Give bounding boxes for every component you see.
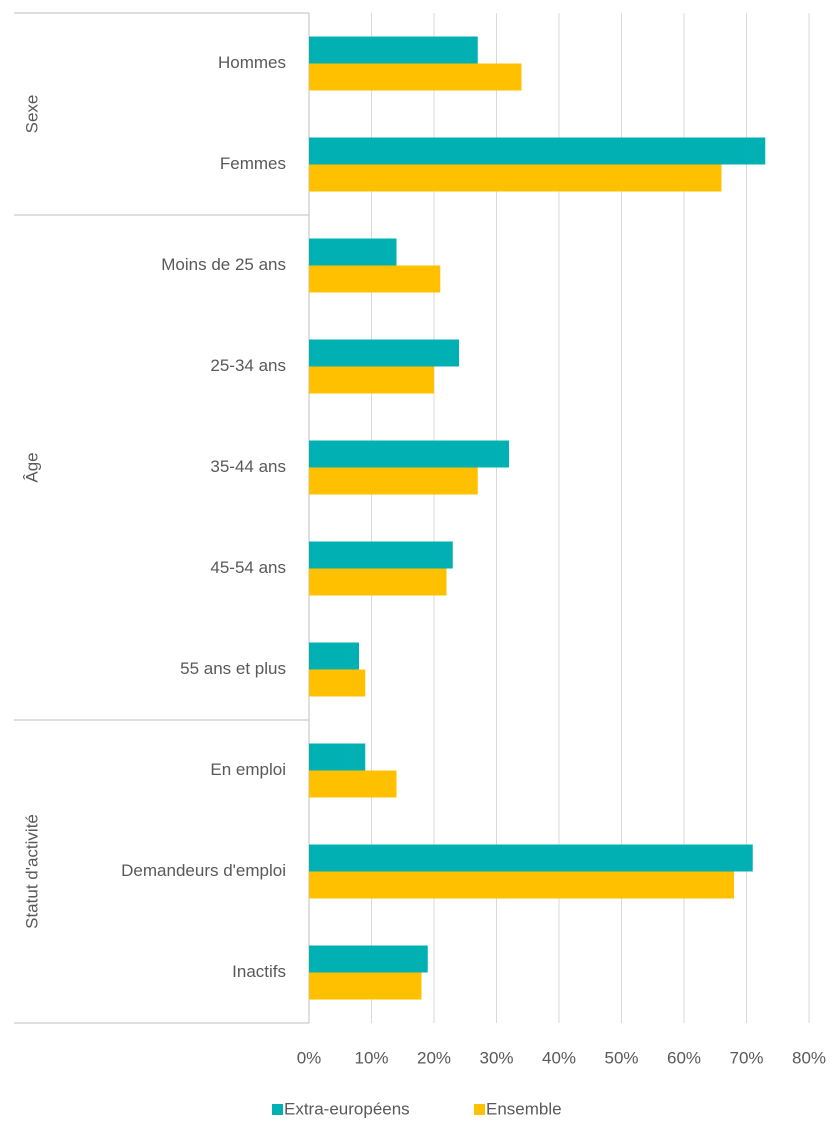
y-tick-label: Inactifs	[232, 962, 286, 981]
legend-label: Ensemble	[486, 1099, 562, 1118]
group-label: Âge	[22, 452, 41, 482]
x-tick-label: 10%	[354, 1048, 388, 1067]
bar	[309, 467, 478, 495]
x-tick-label: 50%	[604, 1048, 638, 1067]
x-tick-label: 40%	[542, 1048, 576, 1067]
bar	[309, 844, 753, 872]
bar	[309, 770, 397, 798]
y-tick-label: Demandeurs d'emploi	[121, 861, 286, 880]
y-tick-label: Moins de 25 ans	[161, 255, 286, 274]
bar	[309, 164, 722, 192]
bar	[309, 36, 478, 64]
x-tick-label: 70%	[729, 1048, 763, 1067]
legend-label: Extra-européens	[284, 1099, 410, 1118]
group-label: Sexe	[22, 95, 41, 134]
x-tick-label: 80%	[792, 1048, 826, 1067]
bar	[309, 743, 366, 771]
bar	[309, 945, 428, 973]
y-tick-label: Femmes	[220, 154, 286, 173]
bar	[309, 366, 434, 394]
y-tick-label: 25-34 ans	[210, 356, 286, 375]
bar	[309, 972, 422, 1000]
x-tick-label: 0%	[297, 1048, 322, 1067]
legend-swatch	[272, 1104, 283, 1115]
bar	[309, 238, 397, 266]
bar	[309, 63, 522, 91]
x-tick-label: 20%	[417, 1048, 451, 1067]
x-tick-label: 30%	[479, 1048, 513, 1067]
bar	[309, 339, 459, 367]
bar	[309, 669, 366, 697]
bar	[309, 642, 359, 670]
y-tick-label: 55 ans et plus	[180, 659, 286, 678]
y-tick-label: 45-54 ans	[210, 558, 286, 577]
y-tick-label: 35-44 ans	[210, 457, 286, 476]
x-tick-label: 60%	[667, 1048, 701, 1067]
bar	[309, 568, 447, 596]
bar	[309, 265, 441, 293]
bar	[309, 541, 453, 569]
bar	[309, 440, 509, 468]
bar	[309, 871, 734, 899]
group-label: Statut d'activité	[22, 814, 41, 929]
y-tick-label: Hommes	[218, 53, 286, 72]
legend-swatch	[474, 1104, 485, 1115]
y-tick-label: En emploi	[210, 760, 286, 779]
bar	[309, 137, 766, 165]
